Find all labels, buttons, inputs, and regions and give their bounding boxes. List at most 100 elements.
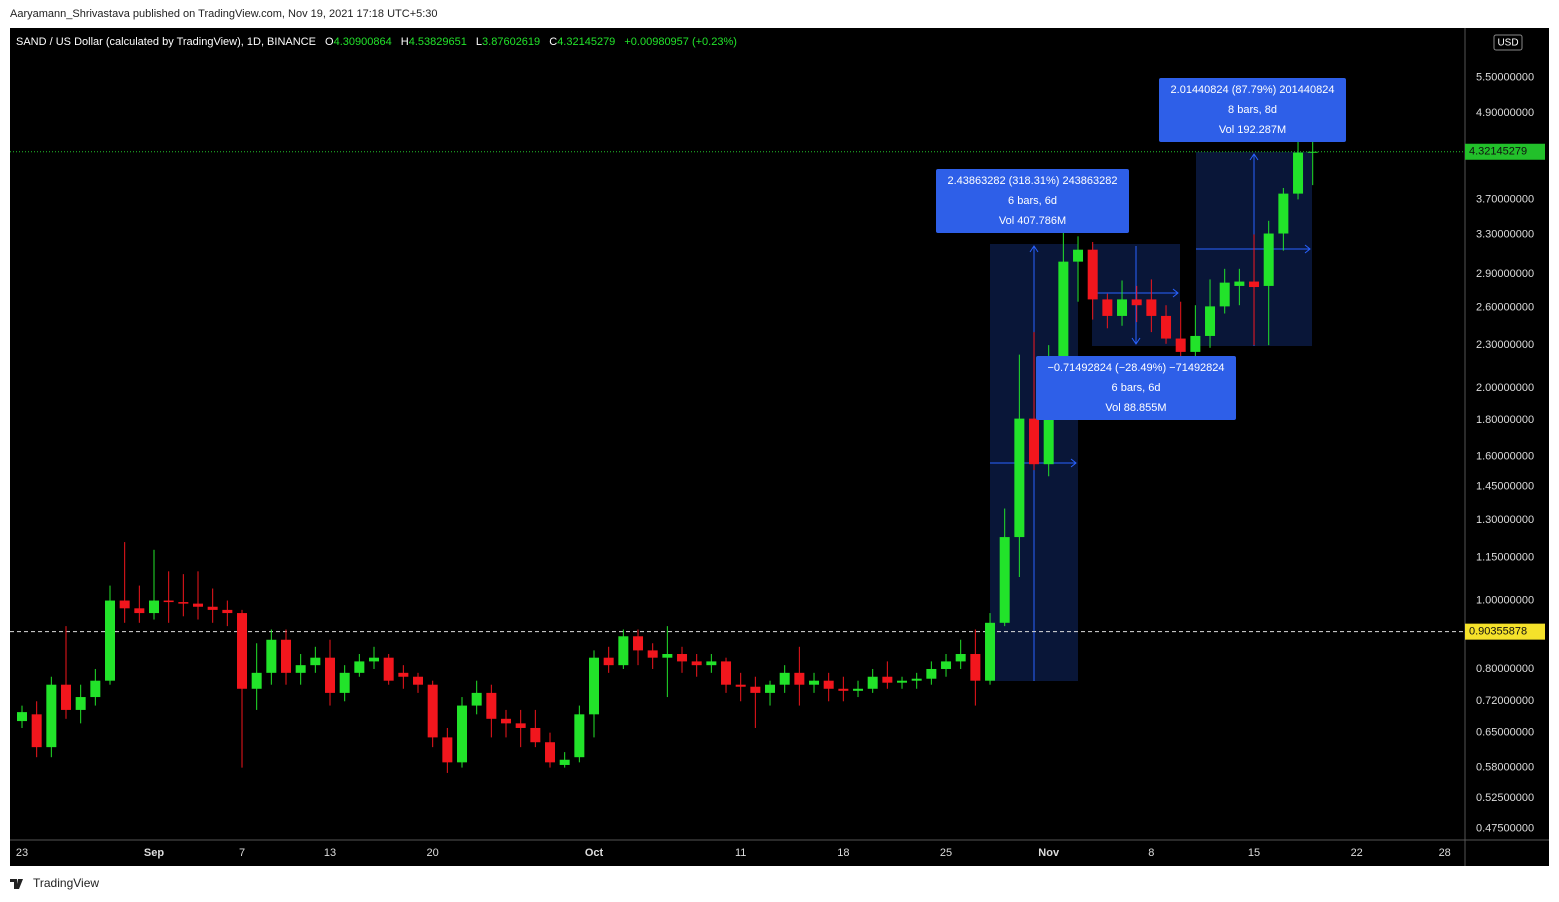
measure-box	[936, 169, 1129, 233]
candle-body	[603, 657, 614, 666]
candle-body	[574, 714, 585, 758]
status-value: 4.32145279	[557, 36, 615, 48]
candle-body	[911, 678, 922, 681]
x-tick-label: 25	[940, 847, 952, 859]
x-tick-label: 28	[1439, 847, 1451, 859]
candle-body	[779, 672, 790, 685]
status-line: SAND / US Dollar (calculated by TradingV…	[16, 36, 737, 48]
status-change: +0.00980957 (+0.23%)	[624, 36, 737, 48]
candle-body	[765, 684, 776, 693]
candle-body	[1219, 282, 1230, 307]
candle-body	[90, 680, 101, 698]
x-tick-label: 22	[1351, 847, 1363, 859]
candle-body	[17, 712, 27, 722]
y-tick-label: 1.80000000	[1476, 414, 1534, 426]
candle-body	[530, 727, 541, 743]
status-value: 4.30900864	[334, 36, 392, 48]
candle-body	[1175, 338, 1186, 352]
candle-body	[1234, 281, 1245, 286]
candle-body	[721, 661, 732, 685]
symbol-title: SAND / US Dollar (calculated by TradingV…	[16, 36, 316, 48]
candle-body	[281, 639, 292, 673]
candle-body	[1029, 418, 1040, 465]
candle-body	[1146, 299, 1157, 316]
candle-body	[559, 759, 570, 765]
candle-body	[163, 600, 174, 603]
candle-body	[955, 654, 966, 662]
candle-body	[134, 608, 145, 614]
candle-body	[1102, 299, 1113, 316]
candle-body	[295, 665, 306, 673]
x-tick-label: 15	[1248, 847, 1260, 859]
y-tick-label: 0.52500000	[1476, 792, 1534, 804]
candle-body	[970, 654, 981, 681]
candle-body	[310, 657, 321, 666]
candle-body	[1307, 151, 1318, 153]
candle-body	[618, 636, 629, 666]
y-tick-label: 2.30000000	[1476, 339, 1534, 351]
measure-text: Vol 192.287M	[1219, 124, 1286, 136]
status-label: C	[549, 36, 557, 48]
price-label: 4.32145279	[1469, 146, 1527, 158]
candle-body	[1073, 249, 1084, 262]
x-tick-label: 23	[16, 847, 28, 859]
y-tick-label: 3.70000000	[1476, 193, 1534, 205]
candle-body	[1263, 233, 1274, 286]
candle-body	[633, 636, 644, 651]
x-tick-label: 8	[1148, 847, 1154, 859]
candle-body	[486, 692, 497, 719]
candle-body	[369, 657, 380, 662]
candle-body	[75, 697, 86, 710]
candle-body	[985, 622, 996, 681]
candle-body	[442, 737, 453, 763]
currency: USD	[1497, 38, 1518, 49]
measure-text: 2.01440824 (87.79%) 201440824	[1171, 84, 1335, 96]
x-tick-label: Nov	[1038, 847, 1060, 859]
candle-body	[677, 654, 688, 662]
candle-body	[354, 661, 365, 673]
measure-box	[1036, 356, 1236, 420]
y-tick-label: 0.65000000	[1476, 727, 1534, 739]
candle-body	[750, 686, 761, 693]
x-tick-label: Oct	[585, 847, 604, 859]
candle-body	[105, 600, 116, 681]
candle-body	[515, 723, 526, 728]
candle-body	[266, 639, 277, 673]
candle-body	[882, 676, 893, 683]
candle-body	[897, 680, 908, 683]
measure-text: 2.43863282 (318.31%) 243863282	[947, 175, 1117, 187]
logo	[10, 879, 23, 889]
candle-body	[61, 684, 72, 710]
candle-body	[706, 661, 717, 666]
candle-body	[427, 684, 438, 738]
candle-body	[1205, 306, 1216, 336]
candle-body	[647, 650, 658, 658]
candle-body	[471, 692, 482, 706]
candle-body	[1293, 152, 1304, 194]
x-tick-label: 11	[735, 847, 746, 859]
x-tick-label: 7	[239, 847, 245, 859]
candle-body	[222, 609, 233, 614]
candle-body	[823, 680, 834, 689]
y-tick-label: 1.60000000	[1476, 450, 1534, 462]
currency-box	[1493, 34, 1523, 51]
candle-body	[809, 680, 820, 685]
y-tick-label: 1.00000000	[1476, 594, 1534, 606]
chart-background	[10, 28, 1549, 866]
measure-text: Vol 88.855M	[1105, 402, 1166, 414]
measure-text: Vol 407.786M	[999, 215, 1066, 227]
candle-body	[941, 661, 952, 669]
status-value: 3.87602619	[482, 36, 540, 48]
candle-body	[501, 718, 512, 724]
candle-body	[178, 602, 189, 604]
candle-body	[662, 654, 673, 658]
candle-body	[999, 537, 1010, 623]
candle-body	[339, 672, 350, 693]
y-tick-label: 2.60000000	[1476, 301, 1534, 313]
status-label: O	[325, 36, 334, 48]
candle-body	[383, 657, 394, 681]
candle-body	[325, 657, 336, 693]
status-value: 4.53829651	[409, 36, 467, 48]
